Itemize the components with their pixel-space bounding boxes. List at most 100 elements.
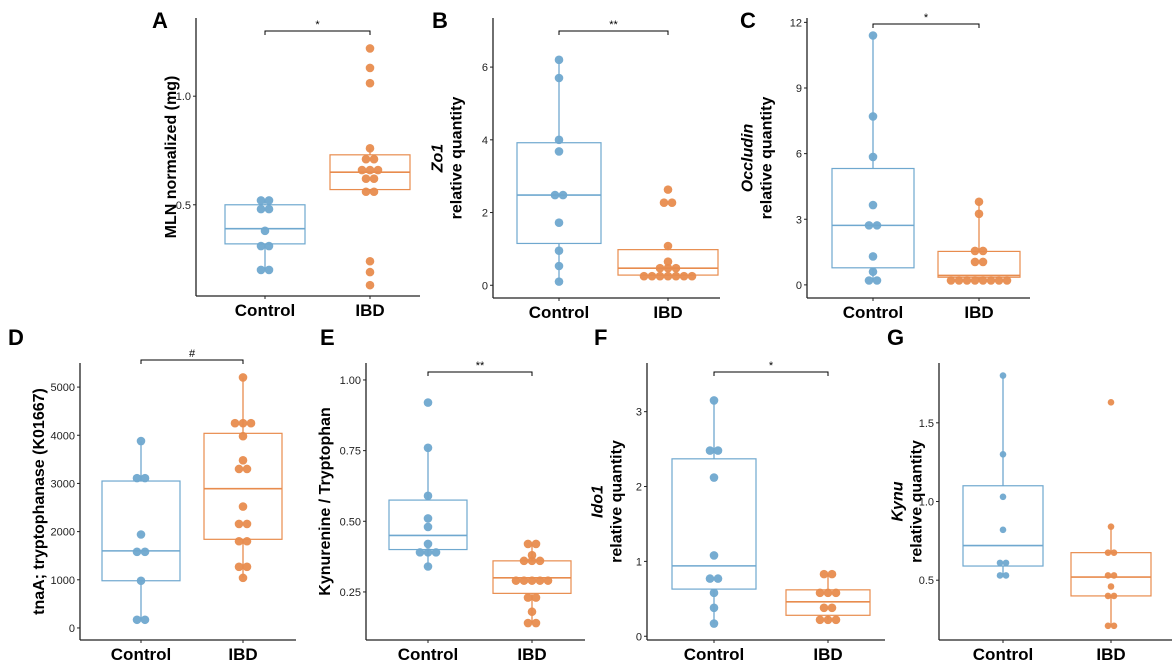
y-tick-label: 1.0 — [919, 497, 934, 509]
data-point — [868, 267, 878, 277]
series-ibd — [1070, 399, 1152, 630]
data-point — [705, 574, 715, 583]
significance-bracket — [558, 30, 669, 35]
y-tick-label: 0.75 — [340, 446, 361, 458]
data-point — [974, 209, 984, 219]
data-point — [655, 263, 665, 273]
data-point — [234, 536, 244, 546]
data-point — [709, 551, 719, 560]
data-point — [523, 539, 533, 549]
data-point — [1110, 592, 1118, 600]
data-point — [423, 562, 433, 571]
data-point — [1107, 583, 1115, 590]
data-point — [523, 618, 533, 628]
panel-b: B 0 2 4 6 Zo1 relative quantity Control IBD ** — [430, 8, 720, 322]
y-axis-label: Kynu — [890, 481, 907, 521]
data-point — [554, 277, 564, 286]
data-point — [531, 593, 541, 602]
data-point — [868, 152, 878, 162]
data-point — [819, 569, 829, 579]
significance-bracket — [264, 30, 371, 35]
data-point — [423, 514, 433, 523]
y-tick-label: 1.5 — [919, 418, 934, 430]
data-point — [423, 522, 433, 532]
data-point — [962, 276, 972, 285]
data-point — [978, 276, 988, 285]
data-point — [365, 78, 375, 88]
data-point — [554, 218, 564, 228]
data-point — [970, 257, 980, 267]
x-tick-label: Control — [529, 303, 589, 322]
significance-bracket — [713, 371, 829, 376]
panel-letter: G — [887, 325, 904, 350]
y-tick-label: 0 — [69, 623, 75, 635]
data-point — [365, 144, 375, 153]
data-point — [140, 473, 150, 483]
data-point — [238, 373, 248, 382]
box — [937, 250, 1021, 278]
data-point — [234, 562, 244, 572]
y-axis-label: Kynurenine / Tryptophan — [317, 407, 334, 595]
panel-f: F 0 1 2 3 Ido1 relative quantity Control IBD * — [590, 325, 885, 663]
data-point — [705, 446, 715, 455]
y-tick-label: 0 — [482, 280, 488, 292]
data-point — [872, 221, 882, 230]
y-tick-label: 5000 — [51, 382, 75, 394]
data-point — [373, 165, 383, 175]
x-tick-label: Control — [684, 645, 744, 663]
data-point — [554, 261, 564, 271]
data-point — [970, 246, 980, 256]
x-tick-label: Control — [973, 645, 1033, 663]
data-point — [647, 271, 657, 281]
data-point — [659, 198, 669, 208]
data-point — [136, 530, 146, 539]
data-point — [132, 473, 142, 483]
data-point — [365, 63, 375, 73]
data-point — [815, 615, 825, 625]
y-tick-label: 2000 — [51, 527, 75, 539]
data-point — [423, 398, 433, 407]
series-ibd — [937, 197, 1021, 285]
data-point — [535, 576, 545, 585]
significance-label: * — [315, 19, 320, 31]
data-point — [136, 436, 146, 446]
panel-g: G 0.5 1.0 1.5 Kynu relative quantity Control IB… — [887, 325, 1172, 663]
data-point — [361, 174, 371, 184]
data-point — [974, 197, 984, 207]
series-ibd — [785, 569, 871, 625]
y-tick-label: 9 — [796, 83, 802, 95]
x-tick-label: IBD — [517, 645, 546, 663]
data-point — [256, 196, 266, 205]
data-point — [1107, 523, 1115, 530]
data-point — [1104, 572, 1112, 579]
y-tick-label: 1 — [636, 556, 642, 568]
data-point — [671, 271, 681, 281]
data-point — [970, 276, 980, 285]
data-point — [823, 615, 833, 625]
data-point — [999, 450, 1007, 458]
y-tick-label: 0 — [636, 631, 642, 643]
significance-label: ** — [476, 360, 485, 372]
data-point — [242, 519, 252, 529]
data-point — [1110, 549, 1118, 556]
significance-bracket — [872, 23, 980, 28]
data-point — [946, 276, 956, 285]
y-axis-label: MLN normalized (mg) — [163, 76, 180, 239]
y-tick-label: 1.00 — [340, 375, 361, 387]
data-point — [264, 241, 274, 251]
data-point — [365, 267, 375, 277]
panel-letter: B — [432, 8, 448, 33]
data-point — [238, 431, 248, 441]
data-point — [357, 165, 367, 175]
series-ibd — [203, 373, 283, 583]
series-ibd — [492, 539, 572, 628]
y-tick-label: 3 — [796, 214, 802, 226]
data-point — [361, 154, 371, 164]
data-point — [663, 241, 673, 251]
data-point — [527, 607, 537, 617]
series-control — [516, 55, 602, 286]
data-point — [242, 536, 252, 546]
data-point — [554, 246, 564, 256]
data-point — [369, 174, 379, 184]
